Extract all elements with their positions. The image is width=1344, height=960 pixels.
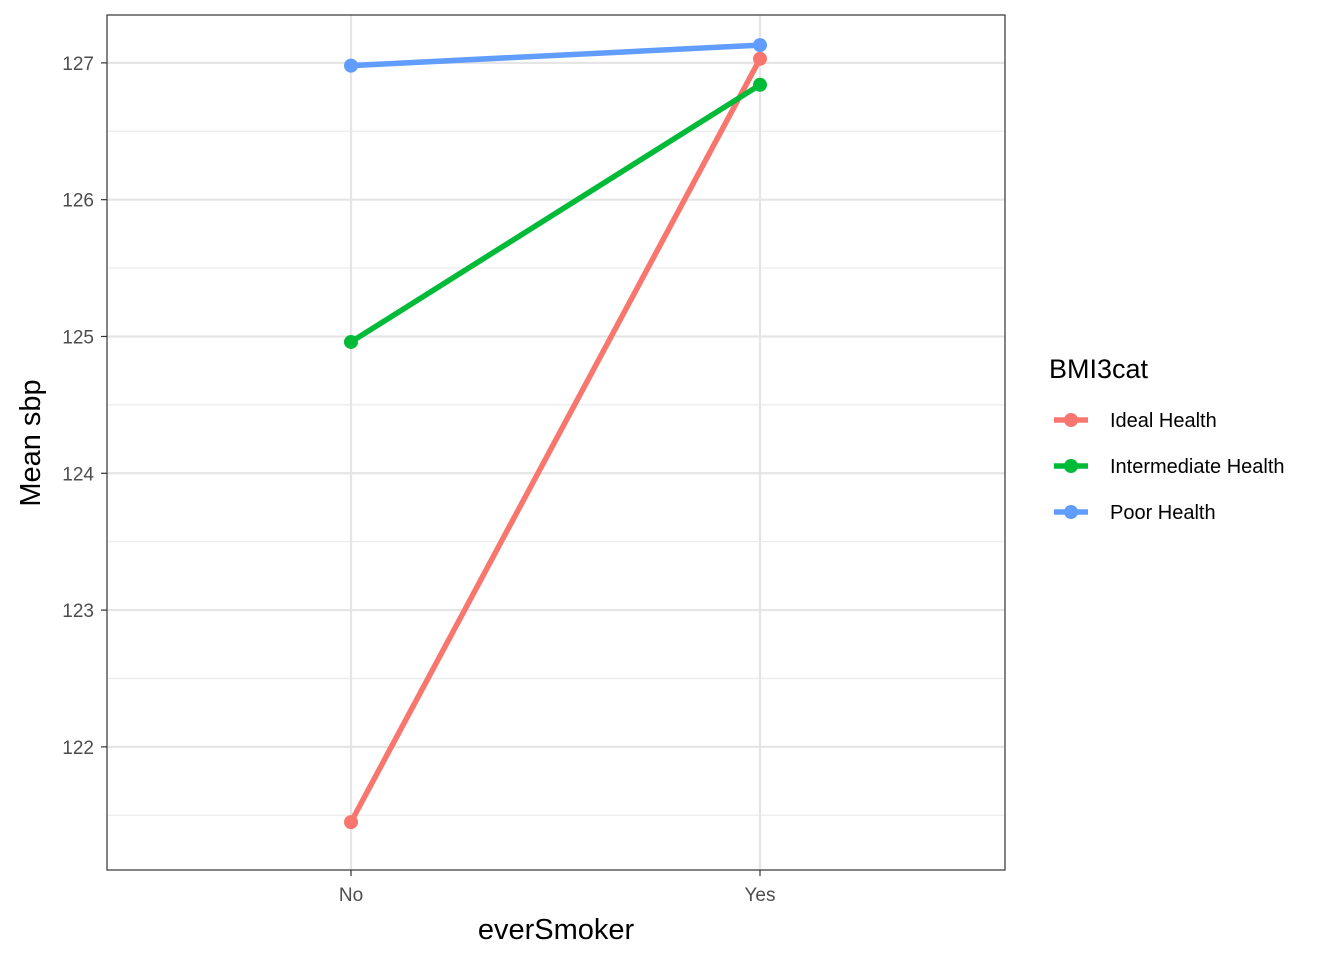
y-tick-label: 123 [62, 601, 94, 622]
y-tick-label: 127 [62, 54, 94, 75]
data-point [753, 51, 767, 66]
series-line [350, 42, 761, 69]
series-line [348, 57, 763, 824]
y-tick-label: 122 [62, 738, 94, 759]
legend-label: Ideal Health [1110, 410, 1217, 432]
x-axis-title: everSmoker [478, 914, 635, 946]
y-axis: 122 123 124 125 126 127 [62, 54, 107, 759]
x-axis: No Yes [339, 870, 776, 906]
legend-items: Ideal Health Intermediate Health Poor Heal… [1054, 410, 1285, 524]
legend-key-point [1064, 413, 1078, 427]
legend-key-point [1064, 505, 1078, 519]
series-line [349, 82, 762, 345]
legend-key-point [1064, 459, 1078, 473]
series-points [344, 38, 767, 830]
y-axis-title: Mean sbp [15, 379, 47, 506]
legend-label: Intermediate Health [1110, 456, 1285, 478]
y-tick-label: 126 [62, 191, 94, 212]
x-tick-label: Yes [745, 885, 776, 906]
legend: BMI3cat Ideal Health Intermediate Health P… [1049, 354, 1285, 524]
data-point [344, 334, 358, 349]
data-point [344, 58, 358, 73]
minor-gridlines [107, 130, 1005, 816]
y-tick-label: 125 [62, 327, 94, 348]
data-point [753, 38, 767, 53]
series-lines [348, 42, 763, 824]
legend-item: Ideal Health [1054, 410, 1217, 432]
plot-panel-border [106, 14, 1006, 871]
legend-title: BMI3cat [1049, 354, 1149, 384]
y-tick-label: 124 [62, 464, 94, 485]
data-point [753, 77, 767, 92]
x-tick-label: No [339, 885, 363, 906]
legend-item: Poor Health [1054, 502, 1216, 524]
major-gridlines [107, 15, 1005, 870]
legend-item: Intermediate Health [1054, 456, 1285, 478]
legend-label: Poor Health [1110, 502, 1216, 524]
data-point [344, 815, 358, 830]
